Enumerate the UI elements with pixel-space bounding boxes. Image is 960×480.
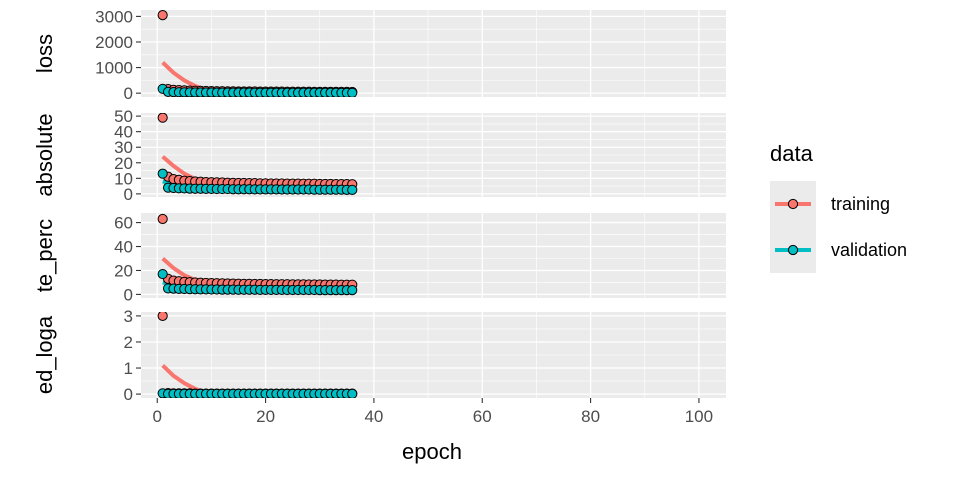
panels-layer: 0100020003000loss01020304050absolute0204… [32, 7, 726, 404]
facet-label: loss [32, 34, 57, 73]
facet-strip: loss [32, 34, 57, 73]
y-tick-label: 0 [124, 385, 133, 404]
validation-point [347, 87, 358, 97]
x-tick-label: 60 [473, 407, 492, 426]
legend-keys: training validation [770, 181, 907, 273]
series-group [157, 113, 358, 195]
training-point [157, 213, 168, 225]
training-point [157, 113, 168, 123]
y-tick-label: 1000 [95, 59, 133, 78]
panel-background [141, 10, 726, 97]
series-group [157, 312, 358, 398]
legend-label: validation [831, 240, 907, 260]
legend-label: training [831, 194, 890, 214]
x-tick-label: 20 [256, 407, 275, 426]
facet-label: te_perc [32, 219, 57, 292]
y-tick-label: 10 [114, 169, 133, 188]
x-tick-label: 40 [364, 407, 383, 426]
legend: data training validation [770, 141, 907, 273]
y-tick-label: 0 [124, 285, 133, 304]
legend-key-point [787, 198, 799, 210]
y-tick-label: 3 [124, 307, 133, 326]
y-tick-label: 2 [124, 333, 133, 352]
y-tick-label: 3000 [95, 7, 133, 26]
x-tick-label: 100 [685, 407, 713, 426]
panel-3: 0 1 2 3 ed_loga [32, 307, 726, 404]
facet-strip: ed_loga [32, 315, 57, 394]
x-tick-label: 80 [581, 407, 600, 426]
validation-point [347, 388, 358, 398]
y-tick-label: 40 [114, 238, 133, 257]
legend-key-point [787, 244, 799, 256]
y-tick-label: 0 [124, 185, 133, 204]
legend-item-training: training [770, 181, 890, 227]
x-axis: 0 20 40 60 80 100 [153, 398, 713, 426]
validation-point [157, 268, 168, 280]
legend-title: data [770, 141, 814, 166]
series-group [157, 10, 358, 97]
panel-2: 0 20 40 60 te_perc [32, 213, 726, 304]
facet-strip: te_perc [32, 219, 57, 292]
series-group [157, 213, 358, 296]
x-tick-label: 0 [153, 407, 162, 426]
legend-item-validation: validation [770, 227, 907, 273]
x-axis-title: epoch [402, 439, 462, 464]
facet-label: ed_loga [32, 315, 57, 394]
facet-strip: absolute [32, 113, 57, 196]
validation-point [347, 284, 358, 296]
validation-point [157, 168, 168, 179]
panel-0: 0 1000 2000 3000 loss [32, 7, 726, 103]
y-tick-label: 0 [124, 84, 133, 103]
y-tick-label: 20 [114, 154, 133, 173]
facet-label: absolute [32, 113, 57, 196]
training-point [157, 312, 168, 322]
training-point [157, 10, 168, 21]
y-tick-label: 30 [114, 138, 133, 157]
y-tick-label: 2000 [95, 33, 133, 52]
y-tick-label: 50 [114, 107, 133, 126]
y-tick-label: 60 [114, 214, 133, 233]
validation-point [347, 184, 358, 195]
y-tick-label: 40 [114, 123, 133, 142]
y-tick-label: 20 [114, 261, 133, 280]
y-tick-label: 1 [124, 359, 133, 378]
